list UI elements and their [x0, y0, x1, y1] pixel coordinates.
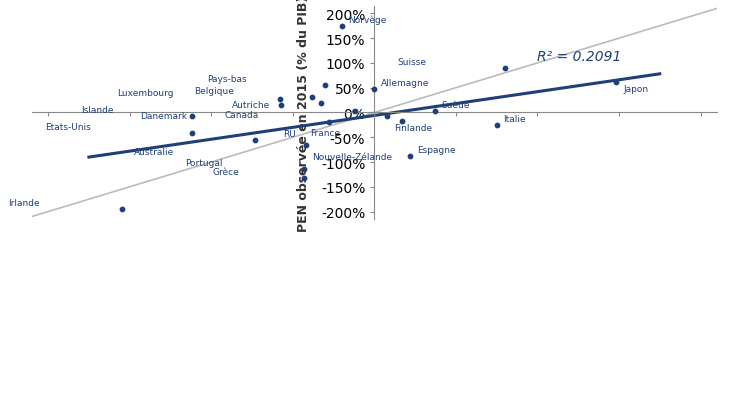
Text: Luxembourg: Luxembourg — [118, 88, 174, 97]
Text: Australie: Australie — [134, 147, 174, 156]
Point — [429, 108, 440, 115]
Point — [115, 206, 127, 213]
Point — [300, 142, 312, 148]
Text: Nouvelle-Zélande: Nouvelle-Zélande — [312, 152, 393, 161]
Point — [275, 102, 287, 108]
Text: Allemagne: Allemagne — [381, 79, 429, 88]
Point — [186, 131, 198, 137]
Text: France: France — [310, 129, 340, 138]
Point — [274, 96, 285, 103]
Text: Canada: Canada — [224, 110, 258, 119]
Text: RU: RU — [283, 130, 296, 139]
Text: Norvège: Norvège — [348, 15, 387, 25]
Point — [349, 108, 361, 115]
Point — [299, 175, 310, 182]
Text: Belgique: Belgique — [194, 86, 234, 95]
Point — [307, 94, 318, 101]
Point — [491, 122, 502, 129]
Text: Japon: Japon — [624, 85, 649, 94]
Point — [250, 137, 261, 144]
Point — [396, 119, 408, 126]
Point — [336, 23, 347, 30]
Text: Etats-Unis: Etats-Unis — [45, 123, 91, 132]
Y-axis label: PEN observée en 2015 (% du PIB): PEN observée en 2015 (% du PIB) — [297, 0, 310, 231]
Point — [315, 100, 326, 107]
Text: Suède: Suède — [441, 101, 469, 110]
Text: Italie: Italie — [503, 115, 526, 124]
Point — [299, 167, 310, 173]
Point — [382, 114, 393, 120]
Text: Islande: Islande — [81, 106, 113, 115]
Point — [369, 86, 380, 93]
Point — [610, 79, 621, 86]
Text: Espagne: Espagne — [417, 146, 456, 155]
Text: Grèce: Grèce — [212, 168, 239, 176]
Point — [323, 120, 334, 126]
Text: Autriche: Autriche — [231, 101, 270, 110]
Point — [320, 83, 331, 89]
Text: Irlande: Irlande — [8, 199, 40, 208]
Text: Pays-bas: Pays-bas — [207, 75, 247, 84]
Text: R² = 0.2091: R² = 0.2091 — [537, 50, 622, 64]
Text: Danemark: Danemark — [139, 112, 187, 121]
Point — [404, 153, 416, 160]
Text: Finlande: Finlande — [394, 124, 432, 133]
Point — [186, 114, 198, 120]
Text: Suisse: Suisse — [398, 58, 426, 67]
Text: Portugal: Portugal — [185, 159, 223, 168]
Point — [499, 65, 511, 72]
